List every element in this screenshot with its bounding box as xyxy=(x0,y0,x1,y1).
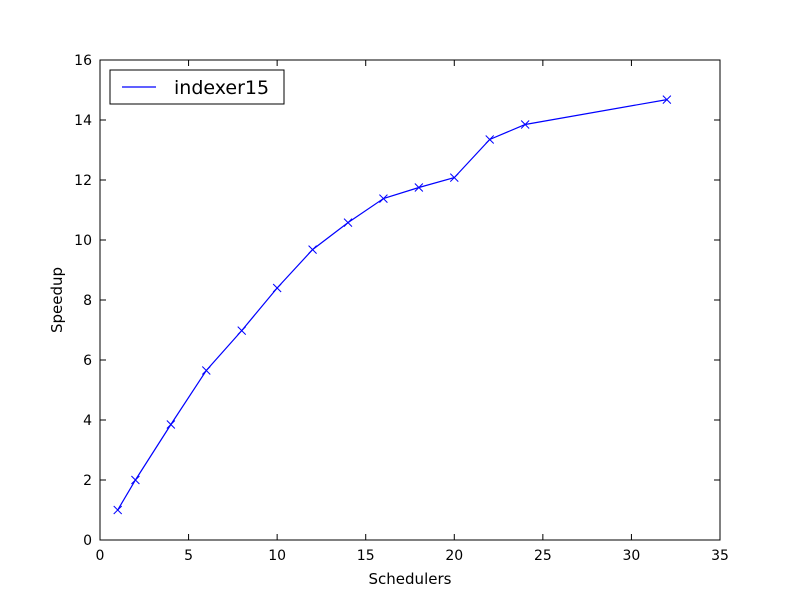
y-tick-label: 6 xyxy=(83,353,92,369)
data-point xyxy=(308,245,317,254)
data-point xyxy=(520,120,530,129)
data-point xyxy=(485,135,495,144)
series-layer xyxy=(113,95,672,515)
y-axis-label: Speedup xyxy=(48,267,66,333)
data-point xyxy=(414,183,424,192)
plot-frame xyxy=(99,59,721,541)
legend-label: indexer15 xyxy=(174,77,269,99)
x-tick-label: 20 xyxy=(445,548,463,564)
data-point xyxy=(449,173,459,182)
data-point xyxy=(343,218,353,227)
data-point xyxy=(237,326,247,335)
y-tick-label: 0 xyxy=(83,533,92,549)
x-tick-label: 15 xyxy=(357,548,375,564)
data-point xyxy=(166,420,176,429)
plot-area xyxy=(100,60,720,540)
x-axis-label: Schedulers xyxy=(369,570,452,588)
y-tick-label: 8 xyxy=(83,293,92,309)
x-tick-label: 25 xyxy=(534,548,552,564)
data-point xyxy=(113,505,123,515)
y-tick-label: 16 xyxy=(74,53,92,69)
data-point xyxy=(272,283,282,293)
series-line xyxy=(117,99,667,511)
x-tick-label: 5 xyxy=(184,548,193,564)
y-tick-label: 14 xyxy=(74,113,92,129)
y-tick-label: 12 xyxy=(74,173,92,189)
x-tick-label: 35 xyxy=(711,548,729,564)
data-point xyxy=(379,194,388,203)
x-tick-label: 10 xyxy=(268,548,286,564)
data-point xyxy=(662,95,672,104)
x-tick-label: 0 xyxy=(96,548,105,564)
data-point xyxy=(201,366,211,375)
legend: indexer15 xyxy=(109,69,285,105)
y-tick-label: 4 xyxy=(83,413,92,429)
y-tick-label: 2 xyxy=(83,473,92,489)
data-point xyxy=(131,475,140,485)
axis-ticks: 0 5 10 15 20 25 30 35 0 2 4 6 8 10 12 14 16 xyxy=(74,53,729,564)
y-tick-label: 10 xyxy=(74,233,92,249)
x-tick-label: 30 xyxy=(623,548,641,564)
